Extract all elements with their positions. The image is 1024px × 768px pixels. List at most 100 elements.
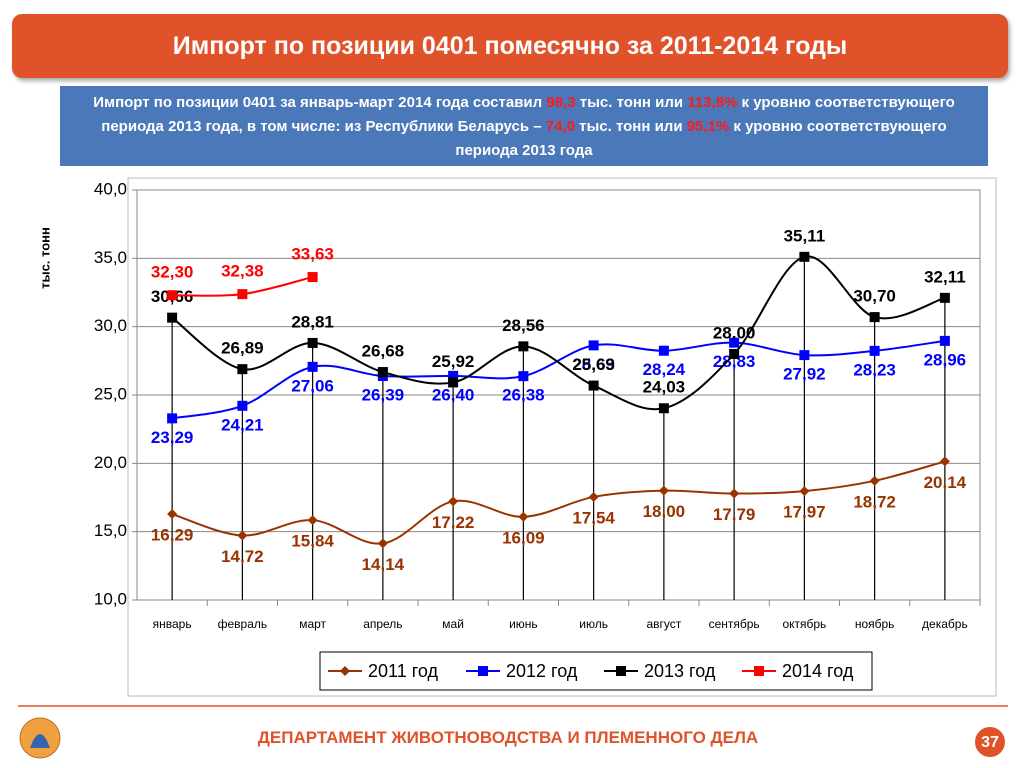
data-label: 26,38 (502, 386, 545, 405)
marker (869, 475, 880, 486)
marker (237, 289, 248, 300)
marker (518, 341, 529, 352)
marker (448, 496, 459, 507)
page-number: 37 (981, 734, 999, 751)
y-tick-label: 40,0 (94, 179, 127, 198)
x-tick-label: октябрь (782, 617, 826, 631)
y-tick-label: 35,0 (94, 248, 127, 267)
marker (939, 456, 950, 467)
legend-box (319, 651, 873, 691)
data-label: 26,39 (362, 385, 405, 404)
marker (167, 509, 178, 520)
data-label: 15,84 (291, 532, 334, 551)
data-label: 32,30 (151, 263, 194, 282)
y-tick-label: 30,0 (94, 316, 127, 335)
data-label: 24,21 (221, 415, 264, 434)
x-tick-label: февраль (218, 617, 268, 631)
marker (616, 666, 626, 676)
marker (939, 292, 950, 303)
series-line (171, 255, 946, 411)
marker (869, 312, 880, 323)
logo-mark (30, 734, 50, 748)
marker (939, 335, 950, 346)
y-tick-label: 25,0 (94, 384, 127, 403)
marker (167, 413, 178, 424)
marker (307, 272, 318, 283)
x-tick-label: ноябрь (855, 617, 895, 631)
data-label: 18,00 (643, 502, 686, 521)
y-tick-label: 15,0 (94, 521, 127, 540)
marker (377, 367, 388, 378)
data-label: 14,14 (362, 555, 405, 574)
x-tick-label: июнь (509, 617, 538, 631)
data-label: 16,29 (151, 526, 194, 545)
data-label: 28,23 (853, 360, 896, 379)
data-label: 28,00 (713, 323, 756, 342)
highlight: 113,8% (687, 94, 738, 111)
data-label: 20,14 (924, 473, 967, 492)
marker (799, 251, 810, 262)
footer-text: ДЕПАРТАМЕНТ ЖИВОТНОВОДСТВА И ПЛЕМЕННОГО … (257, 728, 759, 747)
marker (518, 371, 529, 382)
info-box: Импорт по позиции 0401 за январь-март 20… (60, 86, 988, 166)
marker (237, 530, 248, 541)
data-label: 16,09 (502, 528, 545, 547)
marker (588, 340, 599, 351)
x-tick-label: март (299, 617, 326, 631)
marker (167, 290, 178, 301)
x-tick-label: июль (579, 617, 608, 631)
data-label: 18,72 (853, 492, 896, 511)
marker (307, 361, 318, 372)
marker (729, 488, 740, 499)
x-tick-label: декабрь (922, 617, 968, 631)
data-label: 17,54 (572, 508, 615, 527)
data-label: 27,06 (291, 376, 334, 395)
data-label: 26,89 (221, 339, 264, 358)
series-line (171, 339, 946, 420)
data-label: 17,22 (432, 513, 475, 532)
data-label: 23,29 (151, 428, 194, 447)
marker (478, 666, 488, 676)
data-label: 32,38 (221, 262, 264, 281)
info-text: к уровню соответствующего периода 2013 г… (455, 118, 947, 159)
marker (377, 538, 388, 549)
data-label: 35,11 (784, 226, 826, 245)
data-label: 17,97 (783, 503, 826, 522)
marker (237, 400, 248, 411)
data-label: 28,56 (502, 316, 545, 335)
data-label: 24,03 (643, 378, 686, 397)
data-label: 25,92 (432, 352, 475, 371)
y-tick-label: 20,0 (94, 453, 127, 472)
legend-label: 2014 год (782, 661, 854, 681)
marker (799, 350, 810, 361)
marker (658, 403, 669, 414)
info-text: к уровню соответствующего периода 2013 г… (101, 94, 955, 135)
highlight: 98,3 (546, 94, 576, 111)
marker (658, 485, 669, 496)
marker (588, 380, 599, 391)
x-tick-label: сентябрь (709, 617, 760, 631)
marker (729, 337, 740, 348)
marker (167, 312, 178, 323)
marker (588, 491, 599, 502)
data-label: 33,63 (291, 245, 334, 264)
page-badge (973, 725, 1007, 759)
slide-title: Импорт по позиции 0401 помесячно за 2011… (12, 14, 1008, 78)
marker (869, 345, 880, 356)
info-text: тыс. тонн или (574, 118, 687, 135)
info-text: Импорт по позиции 0401 за январь-март 20… (93, 94, 547, 111)
data-label: 30,70 (853, 287, 896, 306)
y-tick-label: 10,0 (94, 589, 127, 608)
marker (754, 666, 764, 676)
marker (307, 515, 318, 526)
marker (307, 337, 318, 348)
data-label: 28,81 (291, 312, 334, 331)
info-text: тыс. тонн или (575, 94, 688, 111)
marker (799, 486, 810, 497)
legend-label: 2013 год (644, 661, 716, 681)
data-label: 28,24 (643, 360, 686, 379)
marker (340, 666, 350, 676)
legend-label: 2011 год (368, 661, 438, 681)
